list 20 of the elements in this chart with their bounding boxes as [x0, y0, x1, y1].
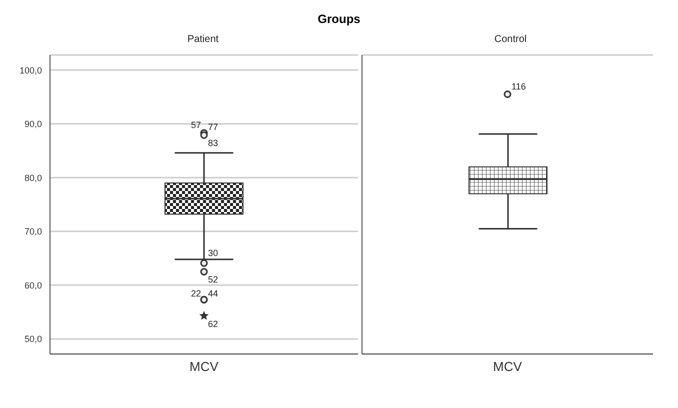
annotation: 57 [191, 120, 202, 130]
y-tick-label: 90,0 [24, 119, 42, 130]
x-tick-label: MCV [190, 359, 219, 374]
y-tick-label: 70,0 [24, 226, 42, 237]
annotation: 62 [208, 318, 218, 329]
y-tick-label: 100,0 [19, 65, 42, 76]
annotation: 83 [208, 138, 218, 148]
chart-title: Groups [318, 12, 360, 26]
y-tick-label: 50,0 [24, 334, 42, 344]
annotation: 44 [208, 288, 218, 299]
annotation: 22 [191, 288, 202, 299]
x-tick-label: MCV [493, 359, 522, 374]
annotation: 116 [512, 81, 526, 92]
y-tick-label: 80,0 [24, 172, 42, 183]
chart-subtitle: Control [493, 34, 528, 47]
annotation: 77 [208, 122, 218, 132]
annotation: 30 [208, 248, 218, 258]
y-tick-label: 60,0 [24, 280, 42, 290]
annotation: 52 [208, 274, 218, 285]
chart-subtitle: Patient [186, 34, 220, 47]
